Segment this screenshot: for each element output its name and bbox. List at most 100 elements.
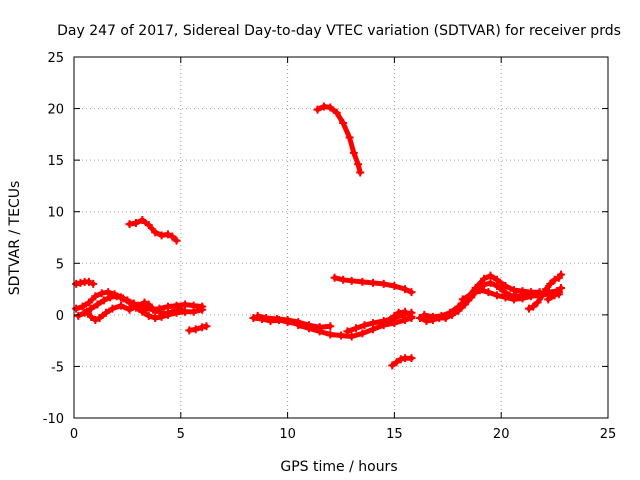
x-tick-label: 20 [493, 427, 510, 442]
data-point [394, 308, 403, 317]
data-point [326, 103, 335, 112]
data-point [407, 312, 416, 321]
data-point [319, 102, 328, 111]
data-point [76, 278, 85, 287]
data-point [454, 302, 463, 311]
data-point [347, 332, 356, 341]
y-tick-label: 20 [47, 103, 64, 118]
y-tick-label: 5 [56, 257, 64, 272]
data-point [283, 316, 292, 325]
data-point [157, 231, 166, 240]
data-point [93, 300, 102, 309]
data-point [401, 307, 410, 316]
y-tick-label: 0 [56, 309, 64, 324]
data-point [198, 323, 207, 332]
data-point [527, 292, 536, 301]
data-point [144, 221, 153, 230]
data-point [144, 311, 153, 320]
data-point [176, 304, 185, 313]
data-point [84, 298, 93, 307]
data-point [313, 105, 322, 114]
data-point [492, 291, 501, 300]
data-point [339, 119, 348, 128]
data-point [102, 308, 111, 317]
series-arc-e [125, 215, 181, 245]
data-point [557, 270, 566, 279]
data-point [390, 281, 399, 290]
data-point [104, 288, 113, 297]
data-point [87, 304, 96, 313]
data-point [131, 219, 140, 228]
data-point [390, 311, 399, 320]
data-point [484, 288, 493, 297]
data-point [332, 108, 341, 117]
data-point [347, 276, 356, 285]
series-arc-m [330, 273, 416, 297]
data-point [151, 228, 160, 237]
data-point [510, 286, 519, 295]
data-point [392, 358, 401, 367]
data-point [401, 285, 410, 294]
data-point [78, 302, 87, 311]
data-point [304, 324, 313, 333]
y-tick-label: 10 [47, 206, 64, 221]
data-point [354, 160, 363, 169]
data-point [97, 289, 106, 298]
data-point [326, 322, 335, 331]
data-point [349, 148, 358, 157]
data-point [125, 220, 134, 229]
data-point [345, 133, 354, 142]
data-point [486, 278, 495, 287]
data-point [518, 287, 527, 296]
series-arc-n [388, 354, 416, 370]
data-point [467, 290, 476, 299]
data-point [249, 313, 258, 322]
data-point [416, 313, 425, 322]
data-point [343, 327, 352, 336]
series-arc-f [185, 322, 211, 335]
data-point [272, 314, 281, 323]
data-point [172, 236, 181, 245]
data-point [191, 325, 200, 334]
x-tick-label: 25 [600, 427, 617, 442]
data-point [358, 329, 367, 338]
data-point [330, 273, 339, 282]
data-point [134, 301, 143, 310]
data-point [428, 312, 437, 321]
data-point [95, 313, 104, 322]
data-point [501, 293, 510, 302]
y-tick-label: 25 [47, 51, 64, 66]
chart-title: Day 247 of 2017, Sidereal Day-to-day VTE… [57, 23, 621, 39]
data-point [294, 321, 303, 330]
series-arc-d [82, 298, 185, 325]
data-point [106, 293, 115, 302]
series-trace [545, 285, 564, 302]
data-point [108, 304, 117, 313]
data-point [554, 288, 563, 297]
data-point [420, 310, 429, 319]
data-point [437, 311, 446, 320]
data-point [168, 307, 177, 316]
data-point [189, 307, 198, 316]
data-point [72, 304, 81, 313]
data-point [315, 327, 324, 336]
data-point [151, 313, 160, 322]
data-point [524, 304, 533, 313]
data-point [74, 311, 83, 320]
data-point [337, 331, 345, 340]
data-point [533, 298, 542, 307]
data-point [499, 287, 508, 296]
data-point [379, 279, 388, 288]
data-point [198, 305, 207, 314]
data-point [326, 330, 335, 339]
data-point [386, 316, 395, 325]
series-arc-r [524, 270, 566, 313]
data-point [486, 271, 495, 280]
data-point [537, 292, 546, 301]
data-point [518, 294, 527, 303]
data-point [358, 277, 367, 286]
data-point [480, 274, 489, 283]
ticks: 0 5 10 15 20 25 -10 -5 0 5 10 15 20 25 [43, 51, 617, 442]
